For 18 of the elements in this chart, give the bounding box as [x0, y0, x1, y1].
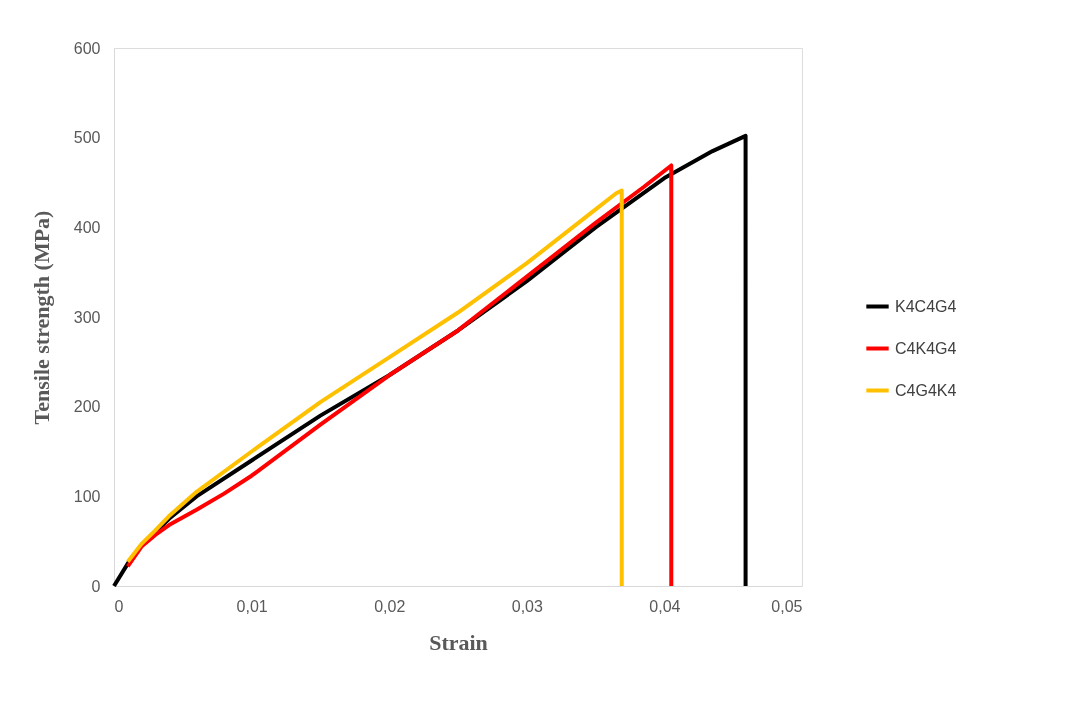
x-tick-label: 0,02 [374, 597, 406, 615]
x-axis-title: Strain [429, 629, 488, 655]
y-tick-label: 500 [73, 129, 101, 147]
x-tick-label: 0,05 [771, 597, 803, 615]
legend-label: K4C4G4 [895, 297, 957, 315]
y-tick-label: 400 [73, 218, 101, 236]
legend-label: C4G4K4 [895, 381, 957, 399]
y-tick-label: 600 [73, 39, 101, 57]
y-tick-label: 0 [91, 577, 101, 595]
legend-label: C4K4G4 [895, 339, 957, 357]
y-tick-label: 100 [73, 487, 101, 505]
y-axis-title: Tensile strength (MPa) [28, 210, 54, 425]
y-tick-label: 300 [73, 308, 101, 326]
x-tick-label: 0,03 [511, 597, 543, 615]
x-tick-label: 0,01 [236, 597, 268, 615]
x-tick-label: 0,04 [649, 597, 681, 615]
x-tick-label: 0 [114, 597, 124, 615]
y-tick-label: 200 [73, 398, 101, 416]
